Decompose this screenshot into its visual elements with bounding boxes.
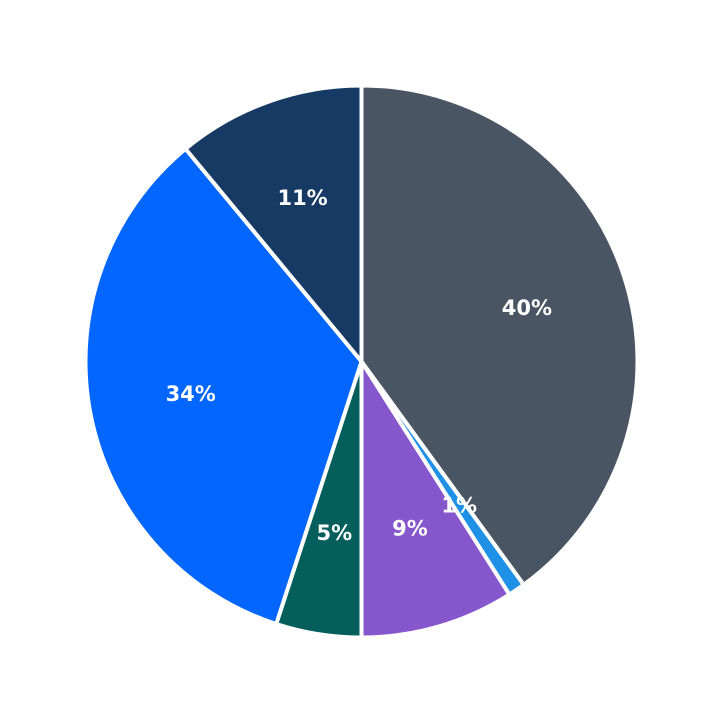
pie-slice-label-3: 9% — [392, 516, 428, 540]
pie-slice-label-6: 11% — [277, 186, 327, 210]
pie-slices — [83, 83, 640, 640]
pie-slice-6 — [183, 83, 364, 364]
pie-slice-label-2: 1% — [441, 493, 477, 517]
pie-slice-label-5: 34% — [166, 382, 216, 406]
pie-slice-3 — [359, 359, 512, 640]
pie-slice-1 — [359, 83, 640, 587]
pie-slice-5 — [83, 146, 364, 626]
pie-slice-label-4: 5% — [316, 521, 352, 545]
pie-labels: 40% 1% 9% 5% 34% 11% — [166, 186, 552, 545]
pie-slice-label-1: 40% — [502, 296, 552, 320]
